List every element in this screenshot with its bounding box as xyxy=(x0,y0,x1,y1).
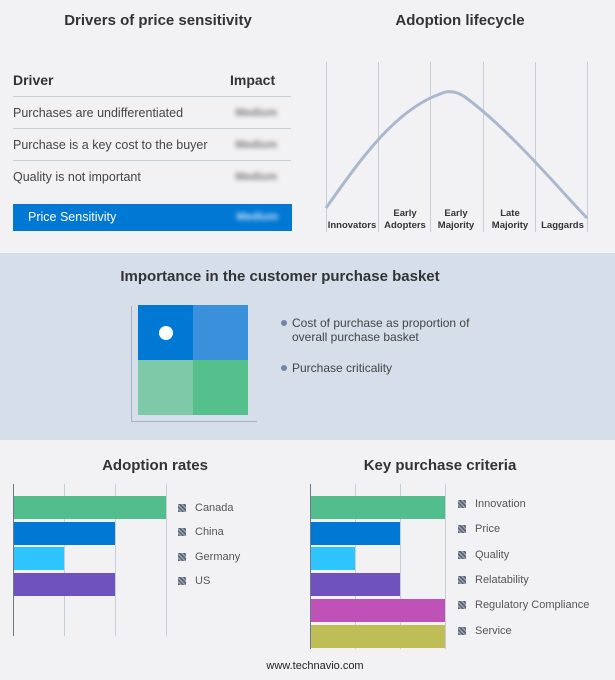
legend-label: China xyxy=(195,526,224,539)
bar-china xyxy=(14,521,115,545)
legend-swatch-icon xyxy=(458,500,466,509)
legend-label: Innovation xyxy=(475,498,526,510)
gridline xyxy=(115,484,116,636)
legend-label: Price xyxy=(475,523,501,536)
legend-item: Germany xyxy=(178,551,240,563)
summary-label: Price Sensitivity xyxy=(28,210,117,224)
legend-item: US xyxy=(178,575,210,587)
summary-impact: Medium xyxy=(236,211,278,223)
basket-matrix xyxy=(138,305,248,415)
stage-label: Early Majority xyxy=(437,208,475,231)
legend-item: Price xyxy=(458,523,500,535)
stage-label: Early Adopters xyxy=(384,208,426,231)
kpc-title: Key purchase criteria xyxy=(363,457,517,474)
legend-label: US xyxy=(195,574,211,587)
impact-value: Medium xyxy=(235,171,277,183)
bar-regulatory-compliance xyxy=(311,598,445,622)
legend-swatch-icon xyxy=(458,601,466,610)
table-row: Purchases are undifferentiated Medium xyxy=(13,98,291,129)
basket-legend-item: Purchase criticality xyxy=(281,361,481,375)
stage-label: Innovators xyxy=(327,220,377,231)
position-marker xyxy=(159,326,173,340)
legend-swatch-icon xyxy=(178,528,186,537)
bar-canada xyxy=(14,496,166,519)
legend-swatch-icon xyxy=(178,576,186,585)
legend-label: Canada xyxy=(195,502,234,514)
legend-item: Regulatory Compliance xyxy=(458,599,589,611)
bar-quality xyxy=(311,547,355,571)
bar-us xyxy=(14,573,115,597)
legend-item: China xyxy=(178,526,224,538)
gridline xyxy=(355,484,356,649)
adoption-curve xyxy=(324,90,589,220)
drivers-title: Drivers of price sensitivity xyxy=(64,12,252,29)
stage-label: Late Majority xyxy=(491,208,529,231)
gridline xyxy=(310,484,311,649)
driver-label: Purchases are undifferentiated xyxy=(13,106,184,120)
basket-section xyxy=(0,253,615,440)
legend-label: Relatability xyxy=(475,573,529,586)
legend-item: Innovation xyxy=(458,498,526,510)
legend-label: Quality xyxy=(475,548,510,561)
impact-value: Medium xyxy=(235,139,277,151)
gridline xyxy=(166,484,167,636)
driver-label: Purchase is a key cost to the buyer xyxy=(13,138,208,152)
legend-item: Relatability xyxy=(458,574,529,586)
legend-item: Canada xyxy=(178,502,234,514)
legend-label: Germany xyxy=(195,550,241,563)
basket-title: Importance in the customer purchase bask… xyxy=(120,268,440,285)
legend-item: Quality xyxy=(458,549,509,561)
table-row: Purchase is a key cost to the buyer Mediu… xyxy=(13,130,291,161)
impact-header: Impact xyxy=(230,72,276,88)
bar-relatability xyxy=(311,573,400,597)
bar-innovation xyxy=(311,496,445,519)
legend-swatch-icon xyxy=(458,575,466,584)
adoption-rates-title: Adoption rates xyxy=(102,457,208,474)
legend-swatch-icon xyxy=(458,550,466,559)
driver-label: Quality is not important xyxy=(13,170,141,184)
footer-url: www.technavio.com xyxy=(266,660,364,672)
legend-label: Service xyxy=(475,624,512,637)
legend-item: Service xyxy=(458,625,512,637)
gridline xyxy=(13,484,14,636)
legend-swatch-icon xyxy=(178,552,186,561)
price-sensitivity-row: Price Sensitivity Medium xyxy=(13,204,292,231)
legend-swatch-icon xyxy=(458,525,466,534)
stage-label: Laggards xyxy=(541,220,584,231)
basket-legend-item: Cost of purchase as proportion of overal… xyxy=(281,316,481,344)
bar-price xyxy=(311,521,400,545)
gridline xyxy=(400,484,401,649)
bar-service xyxy=(311,624,445,648)
impact-value: Medium xyxy=(235,107,277,119)
legend-swatch-icon xyxy=(458,626,466,635)
legend-label: Regulatory Compliance xyxy=(475,599,590,612)
driver-header: Driver xyxy=(13,72,54,88)
gridline xyxy=(64,484,65,636)
gridline xyxy=(445,484,446,649)
legend-swatch-icon xyxy=(178,504,186,513)
lifecycle-title: Adoption lifecycle xyxy=(395,12,525,29)
bar-germany xyxy=(14,547,64,571)
table-row: Quality is not important Medium xyxy=(13,162,291,193)
